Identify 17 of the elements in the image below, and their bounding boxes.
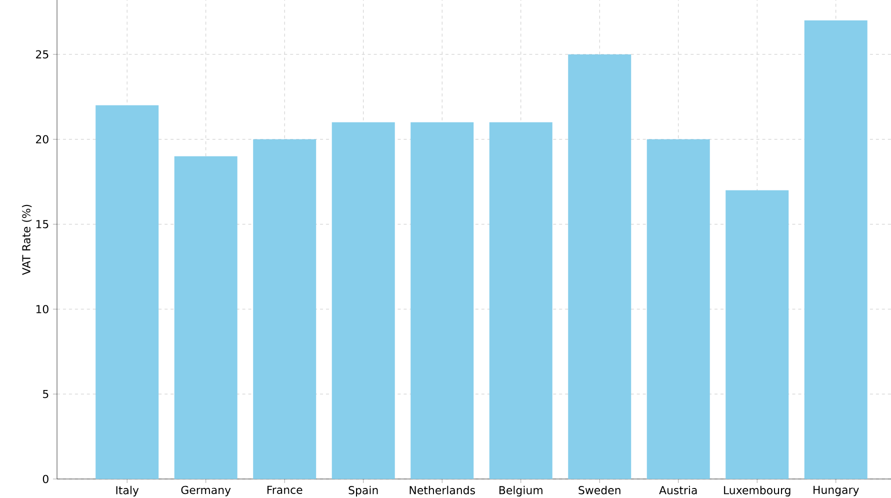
y-tick-label: 25	[36, 50, 48, 58]
x-tick-label: France	[267, 486, 302, 494]
x-tick-label: Spain	[348, 486, 378, 496]
x-tick-label: Hungary	[814, 486, 859, 496]
y-tick-label: 10	[36, 304, 48, 314]
x-tick-label: Austria	[659, 486, 697, 494]
x-tick-label: Luxembourg	[724, 486, 790, 496]
y-tick-label: 15	[36, 220, 48, 228]
y-tick-label: 0	[42, 474, 48, 484]
y-axis-title: VAT Rate (%)	[22, 204, 32, 276]
x-tick-label: Belgium	[499, 486, 542, 496]
x-tick-label: Germany	[181, 486, 231, 496]
x-tick-label: Italy	[116, 486, 139, 496]
y-tick-label: 20	[36, 135, 48, 144]
y-tick-label: 5	[43, 390, 48, 398]
x-tick-label: Sweden	[578, 486, 620, 494]
x-tick-label: Netherlands	[410, 486, 475, 494]
